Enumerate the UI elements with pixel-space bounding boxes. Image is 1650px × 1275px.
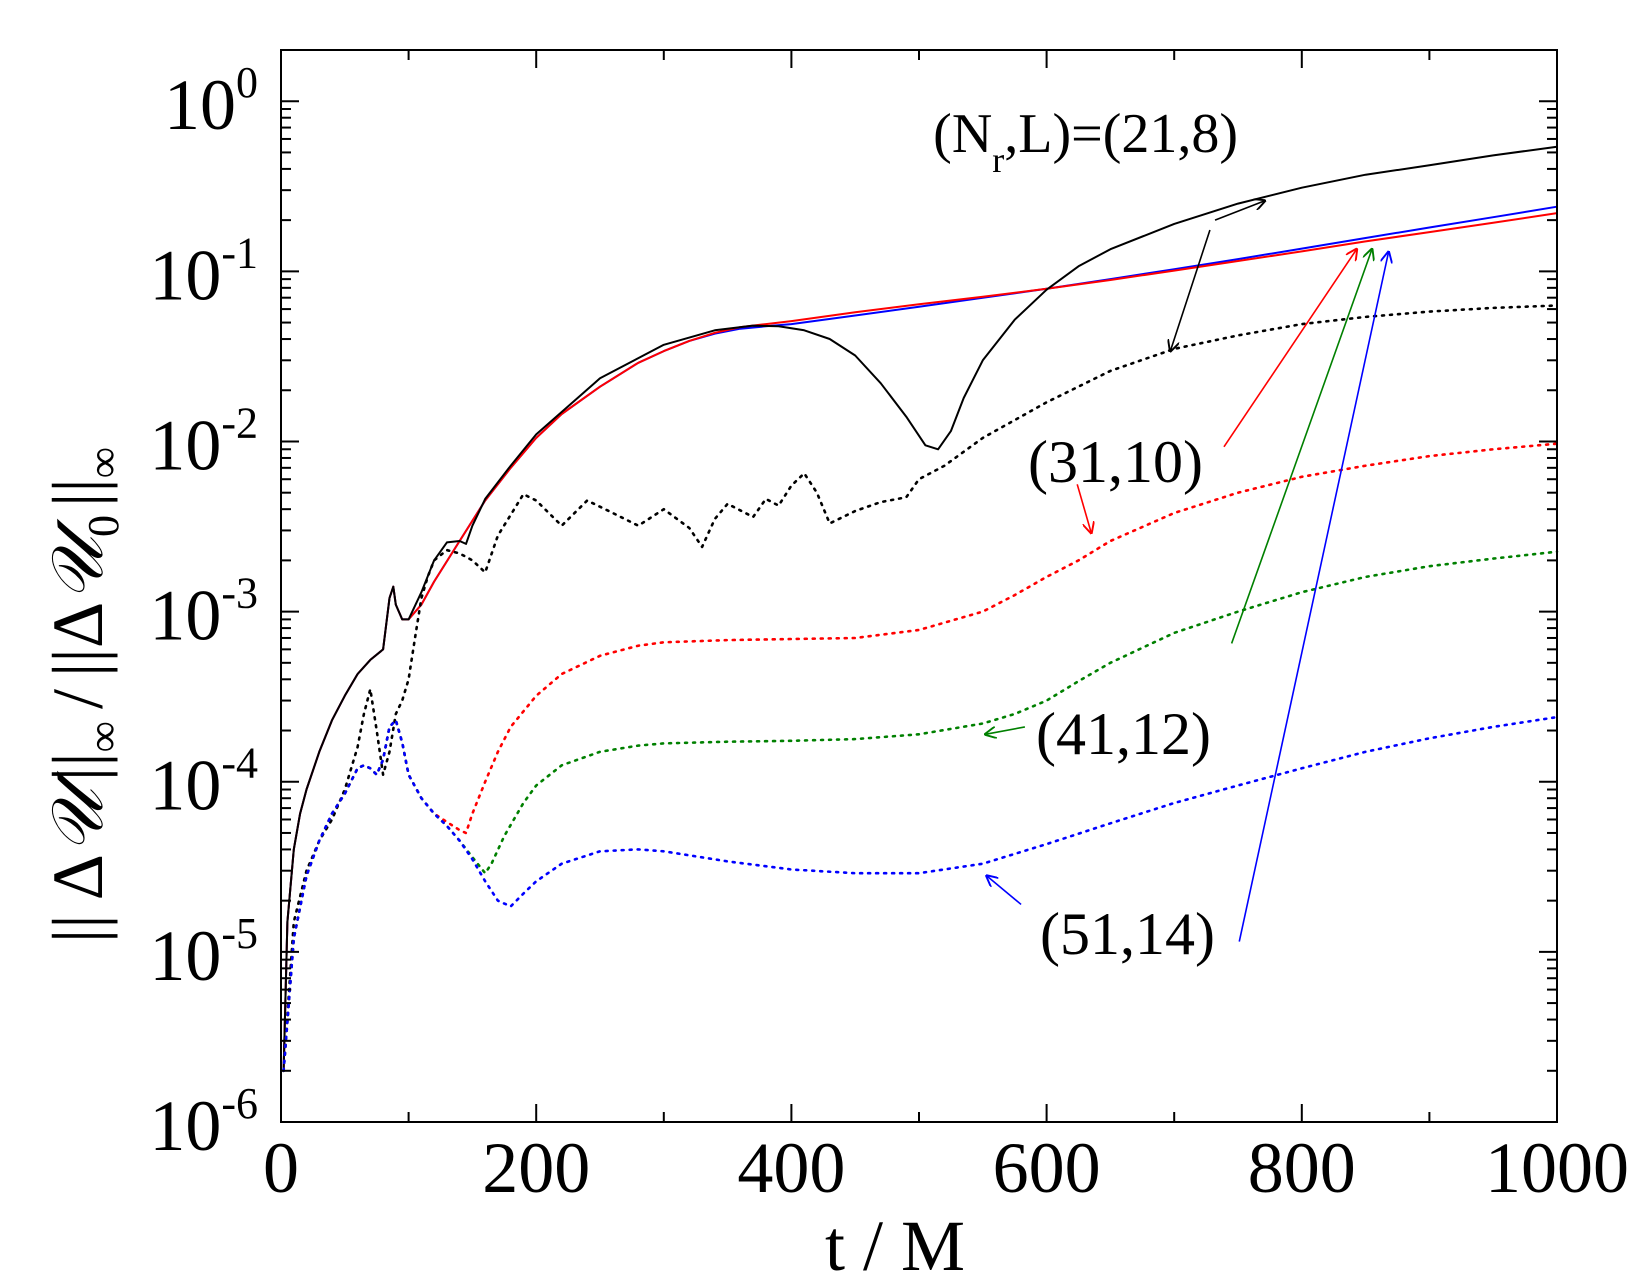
annotation-arrows: [985, 201, 1388, 942]
ylabel-bars-3: ||: [38, 648, 118, 677]
annotation-arrow-5: [1223, 249, 1357, 448]
series-line-0-solid: [282, 205, 1558, 1072]
ylabel-delta-2: Δ: [38, 602, 118, 648]
ylabel-zero-sub: 0: [79, 515, 128, 537]
y-tick-label: 10-6: [149, 1079, 258, 1166]
series-line-1-solid: [282, 212, 1558, 1072]
y-tick-exponent: -3: [221, 569, 258, 618]
annotation-21-8: (Nr,L)=(21,8): [933, 103, 1238, 180]
x-tick-label: 1000: [1485, 1128, 1629, 1208]
y-tick-label: 10-2: [149, 398, 258, 485]
annotation-arrow-6: [1230, 249, 1372, 644]
ylabel-inf-sub: ∞: [79, 721, 128, 752]
y-tick-base: 10: [164, 65, 236, 145]
series-line-4-dotted: [282, 442, 1559, 1073]
y-tick-label: 10-5: [149, 909, 258, 996]
x-axis-label: t / M: [825, 1206, 965, 1275]
y-tick-label: 10-4: [149, 739, 258, 826]
y-tick-base: 10: [149, 235, 221, 315]
axis-ticks: [280, 49, 1558, 1123]
x-tick-label: 0: [263, 1128, 299, 1208]
annotation-21-8-b: ,L)=(21,8): [1004, 103, 1238, 165]
annotation-arrow-3: [985, 726, 1026, 734]
y-tick-exponent: 0: [236, 58, 258, 107]
y-tick-exponent: -4: [221, 739, 258, 788]
series-line-3-dotted: [282, 304, 1559, 1073]
ylabel-slash: /: [38, 689, 118, 709]
tick-labels: 0 200 400 600 800 100010-610-510-410-310-210-…: [149, 58, 1629, 1208]
y-tick-base: 10: [149, 576, 221, 656]
plot-series: [282, 145, 1559, 1073]
ylabel-bars-2: ||: [38, 752, 118, 781]
y-axis-label: ||Δ𝒰||∞/||Δ𝒰0||∞: [38, 447, 128, 943]
annotation-arrow-4: [987, 876, 1022, 906]
annotation-41-12: (41,12): [1036, 701, 1211, 767]
x-tick-label: 600: [993, 1128, 1101, 1208]
ylabel-inf-sub-2: ∞: [79, 447, 128, 478]
y-tick-label: 10-3: [149, 569, 258, 656]
plot-frame: [280, 49, 1558, 1123]
x-tick-label: 800: [1248, 1128, 1356, 1208]
annotation-21-8-a: (N: [933, 103, 992, 165]
y-tick-base: 10: [149, 746, 221, 826]
annotation-arrow-2: [1076, 484, 1091, 533]
annotation-arrow-7: [1238, 252, 1388, 942]
annotation-31-10: (31,10): [1028, 429, 1203, 495]
y-tick-base: 10: [149, 405, 221, 485]
y-tick-label: 10-1: [149, 228, 258, 315]
annotation-51-14: (51,14): [1040, 901, 1215, 967]
annotation-arrow-0: [1214, 201, 1265, 221]
series-line-6-dotted: [282, 715, 1559, 1073]
series-line-2-solid: [282, 145, 1558, 1072]
y-tick-base: 10: [149, 1086, 221, 1166]
y-tick-exponent: -5: [221, 909, 258, 958]
y-tick-exponent: -1: [221, 228, 258, 277]
x-tick-label: 400: [737, 1128, 845, 1208]
y-tick-base: 10: [149, 916, 221, 996]
y-tick-exponent: -6: [221, 1079, 258, 1128]
annotation-21-8-sub: r: [992, 140, 1004, 180]
ylabel-u: 𝒰: [38, 770, 118, 854]
ylabel-bars-1: ||: [38, 914, 118, 943]
ylabel-delta: Δ: [38, 854, 118, 900]
y-tick-label: 100: [164, 58, 258, 145]
ylabel-bars-4: ||: [38, 478, 118, 507]
x-tick-label: 200: [482, 1128, 590, 1208]
annotation-arrow-1: [1170, 229, 1211, 351]
y-tick-exponent: -2: [221, 398, 258, 447]
